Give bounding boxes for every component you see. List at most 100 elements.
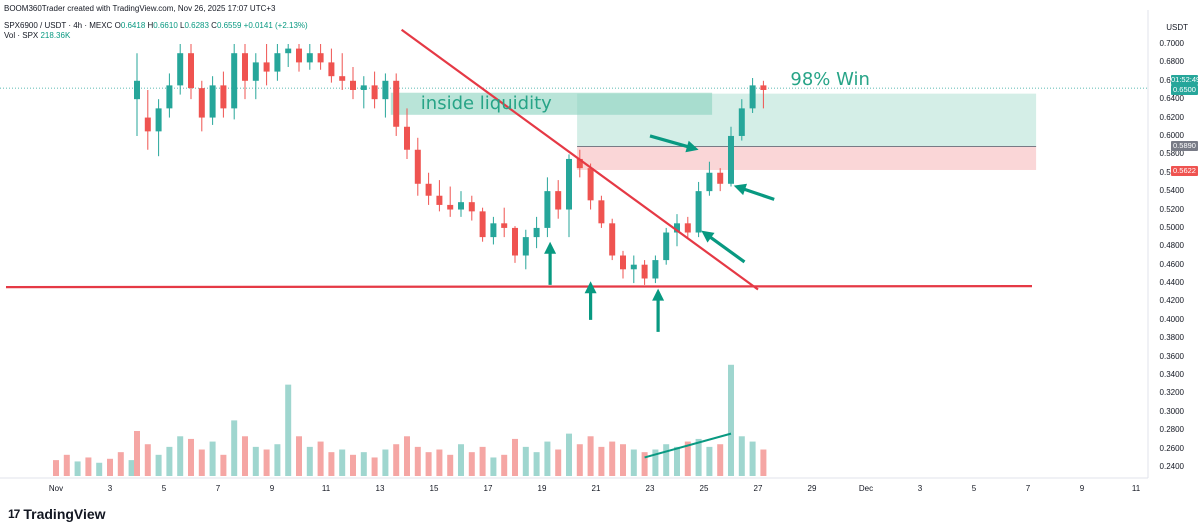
annotation-arrow [733, 183, 775, 201]
candle-body [738, 108, 745, 136]
volume-bar [468, 452, 475, 476]
y-tick-label: 0.3600 [1159, 351, 1184, 361]
change-value: +0.0141 (+2.13%) [243, 21, 308, 30]
y-tick-label: 0.5000 [1159, 222, 1184, 232]
volume-bar [166, 446, 173, 476]
volume-value: 218.36K [40, 31, 71, 40]
annotation-arrow [649, 134, 699, 153]
candle-body [533, 227, 540, 238]
symbol-line: SPX6900 / USDT · 4h · MEXC [4, 21, 113, 30]
candle-body [522, 237, 529, 256]
volume-bar [609, 441, 616, 476]
volume-bar [512, 438, 518, 476]
candle-body [587, 168, 594, 201]
x-tick-label: 23 [645, 484, 655, 493]
volume-bar [382, 449, 389, 476]
volume-bar [479, 446, 486, 476]
candle-body [306, 53, 313, 63]
high-value: 0.6610 [153, 21, 178, 30]
x-tick-label: 7 [1025, 484, 1031, 493]
x-tick-label: Nov [48, 484, 64, 493]
open-label: O [114, 21, 121, 30]
annotation-arrow [544, 241, 557, 285]
candle-body [144, 117, 151, 132]
volume-bar [544, 441, 551, 476]
volume-bar [458, 444, 464, 476]
volume-bar [296, 436, 302, 476]
candle-body [285, 48, 292, 54]
candle-body [350, 80, 356, 90]
candle-body [684, 223, 691, 233]
x-tick-label: 21 [591, 484, 601, 493]
candle-body [393, 80, 400, 127]
volume-bar [760, 449, 767, 476]
volume-bar [144, 444, 151, 476]
volume-bar [652, 449, 659, 476]
current-price-tag: 0.6500 [1171, 84, 1198, 95]
candle-body [414, 149, 421, 184]
volume-bar [630, 449, 637, 476]
candle-body [198, 88, 205, 118]
volume-bar [231, 420, 238, 476]
volume-bar [285, 384, 292, 476]
x-tick-label: 11 [1131, 484, 1141, 493]
volume-bar [128, 460, 135, 476]
candle-body [641, 264, 648, 279]
open-value: 0.6418 [120, 21, 146, 30]
volume-bar [188, 438, 194, 476]
y-tick-label: 0.2400 [1159, 462, 1184, 471]
candle-body [447, 204, 454, 210]
volume-bar [350, 454, 356, 476]
x-tick-label: 7 [215, 484, 221, 493]
volume-bar [555, 449, 562, 476]
candle-body [501, 223, 508, 228]
candle-body [695, 191, 702, 233]
x-tick-label: Dec [858, 484, 874, 493]
y-tick-label: 0.4000 [1159, 314, 1184, 324]
candle-body [328, 62, 335, 77]
candle-body [425, 183, 432, 196]
countdown-tag: 01:52:49 [1171, 75, 1200, 86]
volume-bar [63, 454, 70, 476]
candle-body [360, 85, 367, 90]
candle-body [555, 191, 562, 210]
candle-body [576, 158, 583, 169]
entry-price-tag: 0.5890 [1171, 141, 1198, 152]
candle-body [220, 85, 227, 109]
y-tick-label: 0.3800 [1159, 333, 1184, 343]
y-tick-label: 0.3400 [1159, 370, 1184, 380]
candle-body [371, 85, 378, 100]
tradingview-logo[interactable]: 17 TradingView [8, 506, 106, 522]
volume-bar [252, 446, 259, 476]
y-tick-label: 0.5200 [1159, 204, 1184, 214]
candle-body [242, 53, 248, 81]
annotation-arrow [652, 288, 665, 332]
volume-bar [177, 436, 184, 476]
volume-bar [674, 446, 680, 476]
candle-body [155, 108, 162, 132]
volume-bar [198, 449, 205, 476]
x-tick-label: 9 [269, 484, 275, 493]
volume-bar [274, 444, 281, 476]
y-tick-label: 0.6800 [1159, 57, 1184, 67]
candle-body [479, 211, 486, 238]
candle-body [134, 80, 140, 100]
candle-body [717, 172, 724, 184]
x-tick-label: 15 [429, 484, 439, 493]
trendline [400, 28, 759, 291]
volume-bar [425, 452, 432, 476]
candle-body [566, 158, 572, 210]
candle-body [544, 191, 551, 228]
volume-bar [587, 436, 594, 476]
y-tick-label: 0.4400 [1159, 278, 1184, 288]
volume-bar [695, 438, 702, 476]
candle-body [458, 202, 464, 210]
candle-body [663, 232, 670, 261]
volume-bar [522, 446, 529, 476]
annotation-arrow [701, 230, 746, 264]
volume-bar [371, 457, 378, 476]
volume-bar [393, 444, 400, 476]
volume-bar [96, 462, 103, 476]
liquidity-label: inside liquidity [421, 93, 552, 114]
candle-body [263, 62, 270, 72]
